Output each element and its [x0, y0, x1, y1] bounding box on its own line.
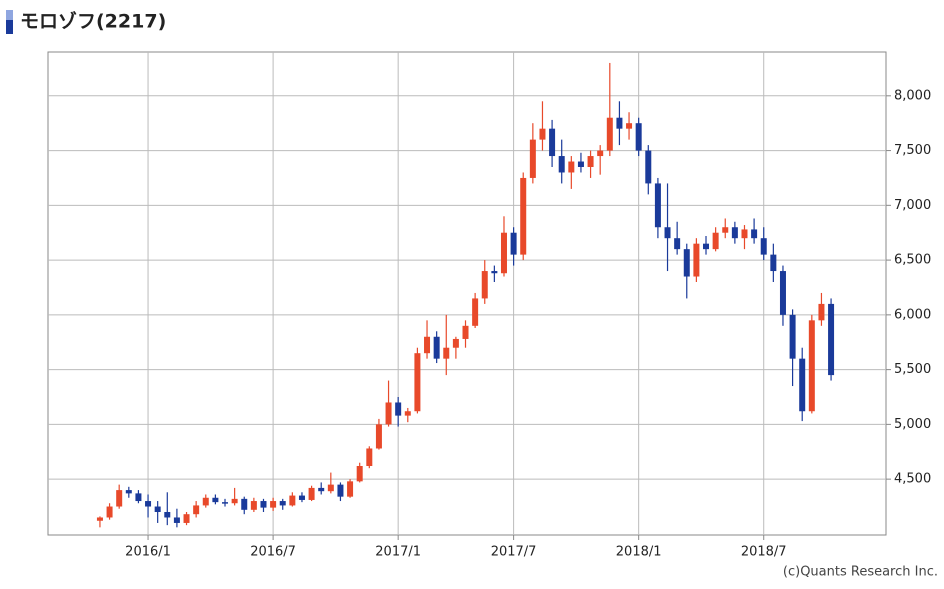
candle-body — [606, 117, 613, 151]
candle-body — [337, 484, 344, 497]
plot-frame — [47, 51, 887, 536]
candle-body — [395, 402, 402, 416]
candle-body — [731, 227, 738, 239]
candle-body — [270, 501, 277, 508]
candle-body — [452, 338, 459, 348]
candle-body — [626, 123, 633, 129]
candle-body — [635, 123, 642, 151]
candle-body — [154, 506, 161, 512]
candle-body — [462, 325, 469, 339]
candle-body — [539, 128, 546, 140]
candle-body — [202, 497, 209, 506]
candle-body — [366, 448, 373, 466]
candle-body — [385, 402, 392, 425]
candle-body — [500, 232, 507, 274]
candle-body — [472, 298, 479, 326]
candle-body — [135, 493, 142, 502]
candle-body — [693, 243, 700, 277]
y-tick-label: 5,500 — [894, 362, 931, 377]
y-tick-label: 8,000 — [894, 88, 931, 103]
x-tick-label: 2018/1 — [616, 545, 662, 560]
candle-body — [318, 487, 325, 492]
candle-body — [789, 314, 796, 359]
title-icon-top — [6, 10, 13, 20]
candle-body — [424, 336, 431, 354]
candle-body — [751, 229, 758, 239]
candle-body — [597, 150, 604, 157]
x-tick-label: 2017/1 — [375, 545, 421, 560]
credit: (c)Quants Research Inc. — [783, 565, 938, 580]
x-tick-label: 2017/7 — [491, 545, 537, 560]
candle-body — [645, 150, 652, 184]
candle-body — [327, 484, 334, 492]
candle-body — [298, 495, 305, 500]
candle-body — [779, 271, 786, 315]
candle-body — [568, 161, 575, 173]
candle-body — [414, 353, 421, 412]
candle-body — [308, 487, 315, 500]
candle-body — [173, 517, 180, 523]
candle-body — [577, 161, 584, 167]
candle-body — [760, 238, 767, 255]
y-tick-label: 6,000 — [894, 307, 931, 322]
candle-body — [106, 506, 113, 518]
candle-body — [654, 183, 661, 228]
candle-body — [241, 498, 248, 510]
candle-body — [231, 498, 238, 504]
x-tick-label: 2016/7 — [250, 545, 296, 560]
candle-body — [674, 238, 681, 250]
candle-body — [818, 303, 825, 321]
candle-body — [587, 156, 594, 167]
candle-body — [616, 117, 623, 129]
candle-body — [664, 227, 671, 239]
candle-body — [222, 502, 229, 504]
candle-body — [799, 358, 806, 412]
candle-body — [145, 501, 152, 507]
candle-body — [558, 156, 565, 173]
candle-body — [683, 249, 690, 277]
y-tick-label: 4,500 — [894, 472, 931, 487]
candle-body — [443, 347, 450, 359]
chart-title: モロゾフ(2217) — [20, 11, 166, 33]
title-icon — [6, 10, 13, 34]
candle-body — [520, 177, 527, 255]
candle-body — [260, 501, 267, 508]
candle-body — [96, 517, 103, 521]
candle-body — [404, 411, 411, 416]
candle-body — [433, 336, 440, 359]
candle-body — [289, 495, 296, 506]
candle-body — [549, 128, 556, 157]
candle-body — [703, 243, 710, 250]
candle-body — [828, 303, 835, 376]
candle-body — [164, 512, 171, 518]
y-tick-label: 5,000 — [894, 417, 931, 432]
candle-body — [125, 490, 132, 494]
candle-body — [183, 514, 190, 523]
candle-body — [529, 139, 536, 178]
candle-body — [712, 232, 719, 250]
candle-body — [481, 271, 488, 299]
y-tick-label: 7,500 — [894, 143, 931, 158]
candle-body — [770, 254, 777, 272]
x-tick-label: 2016/1 — [125, 545, 171, 560]
y-tick-label: 6,500 — [894, 253, 931, 268]
candle-body — [250, 501, 257, 510]
candle-body — [510, 232, 517, 255]
y-tick-label: 7,000 — [894, 198, 931, 213]
candle-body — [722, 227, 729, 233]
candle-body — [375, 424, 382, 449]
candle-body — [491, 271, 498, 274]
x-tick-label: 2018/7 — [741, 545, 787, 560]
candle-body — [741, 229, 748, 239]
candle-body — [279, 501, 286, 506]
candle-body — [347, 481, 354, 497]
candle-body — [193, 505, 200, 515]
candle-body — [116, 490, 123, 507]
candle-body — [356, 466, 363, 482]
candle-body — [212, 497, 219, 503]
candle-body — [808, 320, 815, 412]
